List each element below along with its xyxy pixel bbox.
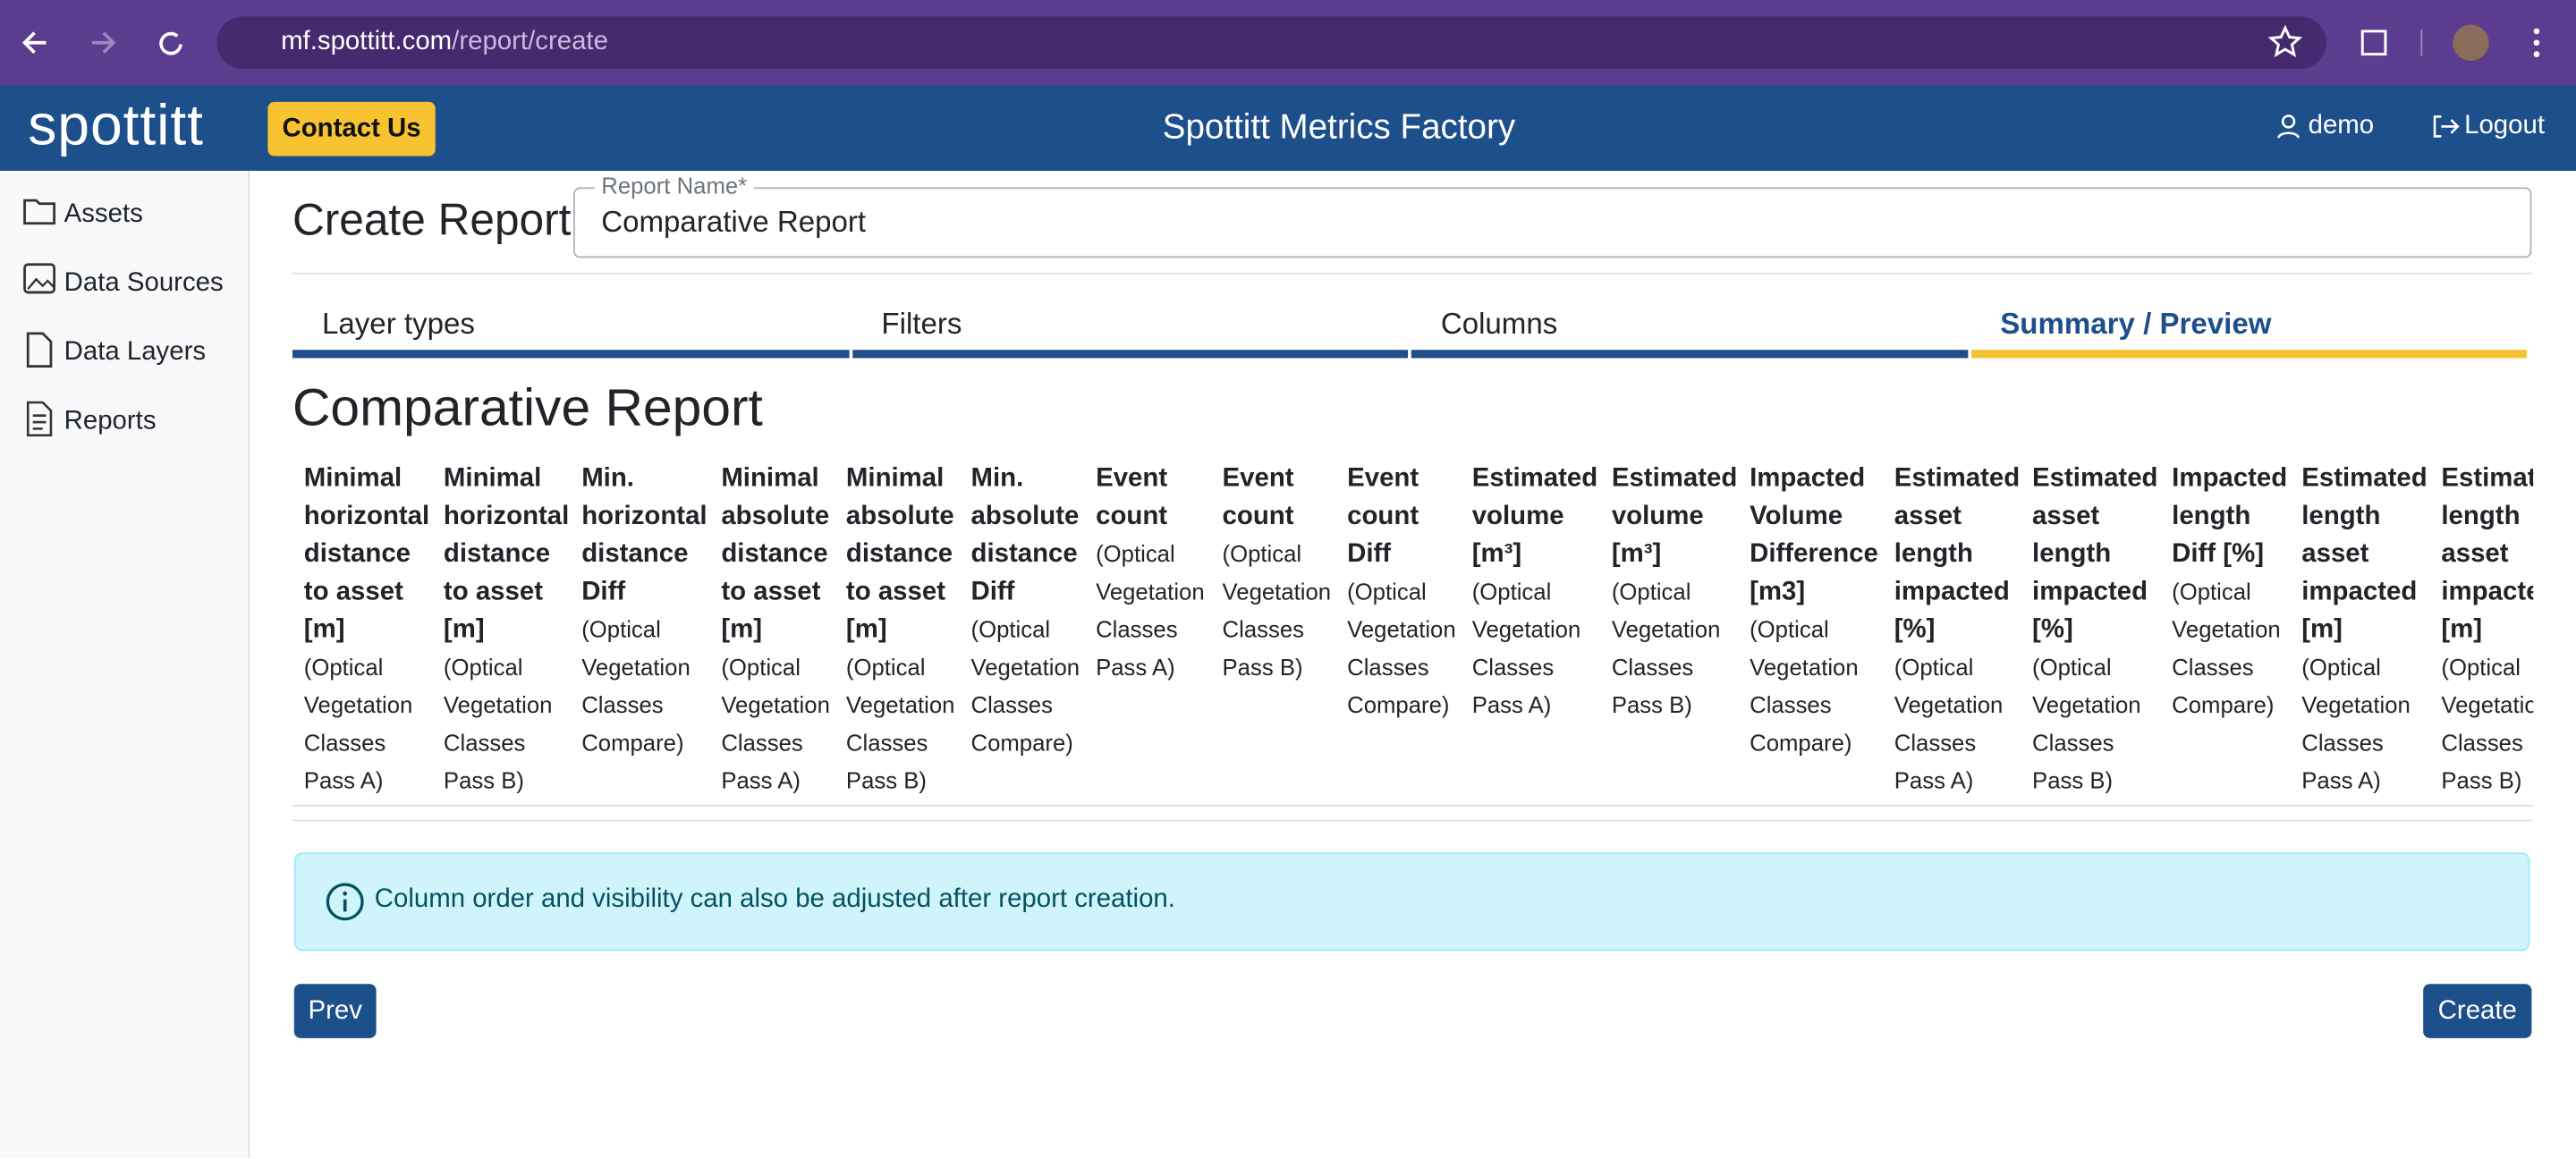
nav-icons <box>21 31 182 55</box>
column-name: Estimated volume [m³] <box>1471 464 1598 569</box>
column-name: Estimated length asset impacted [m] <box>2301 464 2428 645</box>
column-header: Event count Diff (Optical Vegetation Clas… <box>1335 460 1461 799</box>
column-header: Estimated volume [m³] (Optical Vegetation… <box>1461 460 1600 799</box>
tab-indicator <box>1970 350 2527 359</box>
sidebar-item[interactable]: Reports <box>64 407 157 436</box>
column-name: Impacted length Diff [%] <box>2172 464 2288 569</box>
toolbar-icons <box>2267 24 2540 61</box>
page-title: Create Report <box>292 195 572 245</box>
sidebar-icons <box>23 199 55 437</box>
logo[interactable]: spottitt <box>28 93 204 158</box>
input-label: Report Name* <box>594 172 754 199</box>
column-name: Minimal horizontal distance to asset [m] <box>443 464 570 645</box>
column-name: Min. horizontal distance Diff <box>581 464 708 606</box>
column-header: Min. absolute distance Diff (Optical Vege… <box>960 460 1085 799</box>
contact-button[interactable]: Contact Us <box>267 101 436 157</box>
column-header: Impacted Volume Difference [m3] (Optical … <box>1738 460 1883 799</box>
sidebar-item[interactable]: Data Layers <box>64 338 207 367</box>
column-source: (Optical Vegetation Classes Pass B) <box>2441 654 2533 794</box>
column-name: Min. absolute distance Diff <box>970 464 1080 606</box>
column-source: (Optical Vegetation Classes Compare) <box>1347 578 1456 718</box>
column-header: Estimated length asset impacted [m](Opti… <box>2290 460 2429 799</box>
column-source: (Optical Vegetation Classes Compare) <box>1750 615 1859 756</box>
column-name: Minimal horizontal distance to asset [m] <box>303 464 430 645</box>
table-header: Minimal horizontal distance to asset [m]… <box>292 460 2533 799</box>
column-source: (Optical Vegetation Classes Pass A) <box>1471 578 1581 718</box>
column-name: Estimated asset length impacted [%] <box>2032 464 2158 645</box>
url[interactable]: mf.spottitt.com/report/create <box>281 28 608 57</box>
sidebar-item[interactable]: Data Sources <box>64 269 224 298</box>
logout-icon <box>2433 115 2460 138</box>
tab-indicator <box>1411 350 1968 359</box>
divider <box>292 819 2532 822</box>
logout-link[interactable]: Logout <box>2464 111 2545 140</box>
sidebar-item[interactable]: Assets <box>64 200 143 229</box>
column-header: Event count (Optical Vegetation Classes P… <box>1211 460 1336 799</box>
user-icon <box>2277 114 2300 139</box>
column-source: (Optical Vegetation Classes Pass A) <box>1096 540 1205 681</box>
column-header: Minimal absolute distance to asset [m] (O… <box>709 460 835 799</box>
column-source: (Optical Vegetation Classes Compare) <box>581 615 691 756</box>
info-icon <box>326 883 364 921</box>
column-name: Event count Diff <box>1347 464 1419 569</box>
column-header: Estimated volume [m³] (Optical Vegetation… <box>1600 460 1738 799</box>
preview-title: Comparative Report <box>292 377 763 437</box>
column-source: (Optical Vegetation Classes Pass A) <box>1894 654 2004 794</box>
column-header: Impacted length Diff [%] (Optical Vegetat… <box>2160 460 2290 799</box>
column-name: Minimal absolute distance to asset [m] <box>721 464 830 645</box>
column-header: Minimal horizontal distance to asset [m]… <box>292 460 432 799</box>
column-source: (Optical Vegetation Classes Pass B) <box>845 654 955 794</box>
column-source: (Optical Vegetation Classes Pass B) <box>1222 540 1332 681</box>
url-host: mf.spottitt.com <box>281 28 453 56</box>
address-bar[interactable] <box>216 16 2326 70</box>
app-title: Spottitt Metrics Factory <box>1162 108 1516 147</box>
column-header: Minimal absolute distance to asset [m] (O… <box>835 460 960 799</box>
column-name: Impacted Volume Difference [m3] <box>1750 464 1878 606</box>
browser-toolbar: mf.spottitt.com/report/create <box>0 0 2576 86</box>
input-value[interactable]: Comparative Report <box>601 205 867 239</box>
user-menu[interactable]: demo <box>2308 111 2375 140</box>
column-header: Estimated asset length impacted [%] (Opti… <box>2021 460 2160 799</box>
column-header: Event count (Optical Vegetation Classes P… <box>1084 460 1210 799</box>
info-alert <box>293 852 2530 952</box>
column-name: Estimated length asset impacted [m] <box>2441 464 2533 645</box>
divider <box>292 272 2532 275</box>
column-source: (Optical Vegetation Classes Compare) <box>2172 578 2281 718</box>
column-name: Estimated asset length impacted [%] <box>1894 464 2021 645</box>
info-text: Column order and visibility can also be … <box>374 885 1175 914</box>
column-source: (Optical Vegetation Classes Pass B) <box>1611 578 1721 718</box>
column-source: (Optical Vegetation Classes Pass B) <box>2032 654 2141 794</box>
tab-indicator <box>292 350 849 359</box>
column-source: (Optical Vegetation Classes Pass B) <box>443 654 553 794</box>
prev-button[interactable]: Prev <box>293 984 377 1038</box>
column-name: Event count <box>1222 464 1294 531</box>
column-name: Estimated volume [m³] <box>1611 464 1738 569</box>
column-header: Min. horizontal distance Diff (Optical Ve… <box>570 460 709 799</box>
tab-indicator <box>852 350 1409 359</box>
tab[interactable]: Columns <box>1440 307 1558 341</box>
column-header: Minimal horizontal distance to asset [m]… <box>432 460 570 799</box>
column-source: (Optical Vegetation Classes Compare) <box>970 615 1080 756</box>
column-source: (Optical Vegetation Classes Pass A) <box>2301 654 2411 794</box>
create-button[interactable]: Create <box>2423 984 2532 1038</box>
tab[interactable]: Summary / Preview <box>2000 307 2272 341</box>
preview-table: Minimal horizontal distance to asset [m]… <box>292 460 2534 807</box>
column-source: (Optical Vegetation Classes Pass A) <box>721 654 830 794</box>
report-name-input[interactable] <box>573 187 2532 258</box>
sidebar <box>0 171 250 1158</box>
column-source: (Optical Vegetation Classes Pass A) <box>303 654 413 794</box>
tab[interactable]: Layer types <box>322 307 475 341</box>
tab[interactable]: Filters <box>881 307 962 341</box>
column-header: Estimated length asset impacted [m](Opti… <box>2430 460 2533 799</box>
column-header: Estimated asset length impacted [%] (Opti… <box>1883 460 2021 799</box>
column-name: Event count <box>1096 464 1168 531</box>
url-path: /report/create <box>452 28 608 56</box>
column-name: Minimal absolute distance to asset [m] <box>845 464 954 645</box>
